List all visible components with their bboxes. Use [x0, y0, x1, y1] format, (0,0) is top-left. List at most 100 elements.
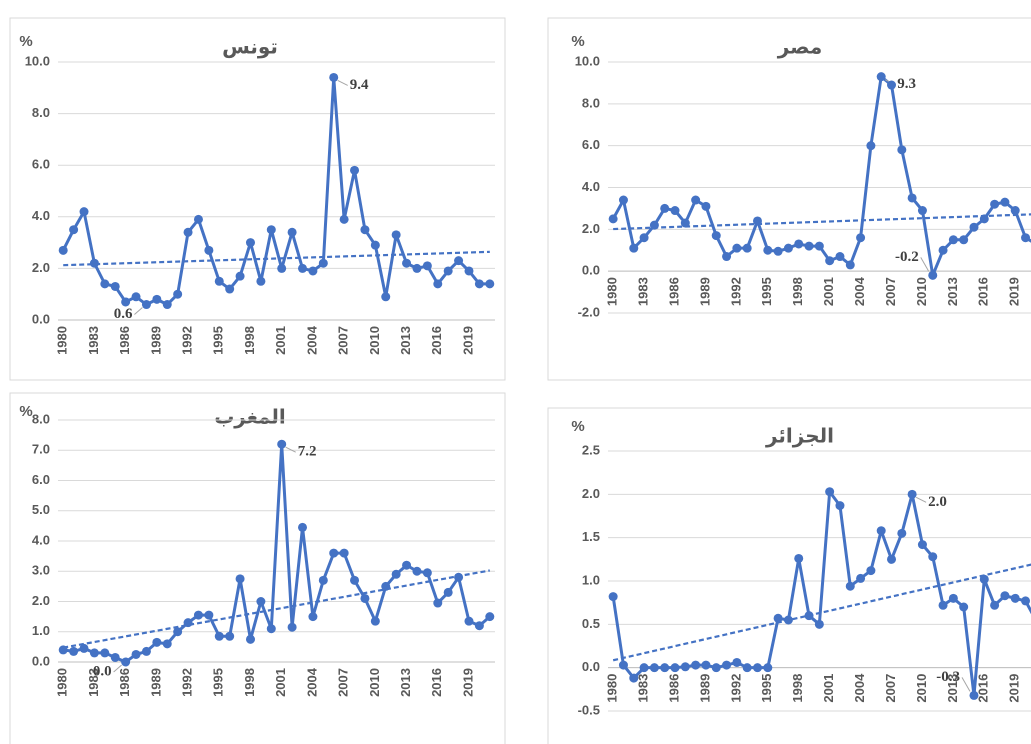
x-tick-label: 1986: [666, 674, 681, 703]
data-point: [763, 663, 773, 673]
data-point: [866, 566, 876, 576]
data-point: [245, 238, 255, 248]
data-point: [917, 206, 927, 216]
x-tick-label: 1995: [211, 326, 226, 355]
data-point: [391, 569, 401, 579]
data-point: [100, 279, 110, 289]
data-point: [670, 663, 680, 673]
y-tick-label: 2.0: [32, 260, 50, 275]
data-point: [79, 643, 89, 653]
data-point: [670, 206, 680, 216]
data-point: [752, 663, 762, 673]
data-point: [917, 540, 927, 550]
x-tick-label: 2010: [367, 668, 382, 697]
data-point: [110, 652, 120, 662]
trendline: [63, 569, 490, 649]
panel: [9, 392, 506, 744]
data-point: [794, 553, 804, 563]
data-point: [742, 243, 752, 253]
data-point: [173, 627, 183, 637]
data-point: [339, 548, 349, 558]
y-tick-label: 1.0: [582, 572, 600, 587]
panel: [547, 407, 1031, 744]
x-tick-label: 1989: [697, 674, 712, 703]
leader-line: [920, 257, 930, 272]
y-tick-label: 4.0: [32, 532, 50, 547]
data-point: [308, 266, 318, 276]
data-point: [1021, 596, 1031, 606]
x-tick-label: 1986: [117, 326, 132, 355]
y-tick-label: 0.0: [32, 653, 50, 668]
chart-title: مصر: [777, 35, 823, 59]
x-tick-label: 1989: [148, 326, 163, 355]
data-point: [876, 526, 886, 536]
data-point: [845, 260, 855, 270]
data-point: [485, 279, 495, 289]
data-point: [69, 646, 79, 656]
data-point: [1000, 591, 1010, 601]
data-point: [162, 300, 172, 310]
data-point: [1010, 206, 1020, 216]
data-point: [256, 597, 266, 606]
x-tick-label: 2010: [914, 277, 929, 306]
data-point: [959, 602, 969, 612]
y-tick-label: 0.0: [582, 659, 600, 674]
y-tick-label: 4.0: [32, 208, 50, 223]
data-point: [691, 195, 701, 205]
data-point: [763, 245, 773, 255]
data-point: [235, 574, 245, 584]
x-tick-label: 1989: [697, 277, 712, 306]
data-point: [350, 165, 360, 175]
data-point: [680, 662, 690, 672]
data-point: [887, 554, 897, 564]
x-tick-label: 2007: [336, 326, 351, 355]
data-point: [979, 574, 989, 584]
x-tick-label: 1998: [790, 277, 805, 306]
data-point: [979, 214, 989, 224]
x-tick-label: 1998: [242, 668, 257, 697]
y-tick-label: 10.0: [575, 53, 600, 68]
data-point: [969, 222, 979, 232]
data-line: [62, 442, 491, 664]
y-tick-label: 8.0: [32, 105, 50, 120]
leader-line: [113, 664, 122, 673]
y-tick-label: 7.0: [32, 442, 50, 457]
x-tick-label: 2004: [304, 667, 319, 697]
x-tick-label: 1980: [55, 326, 70, 355]
data-point: [948, 593, 958, 603]
data-point: [887, 80, 897, 90]
y-tick-label: 2.5: [582, 442, 600, 457]
data-point: [443, 266, 453, 276]
y-tick-label: 2.0: [32, 593, 50, 608]
y-tick-label: 8.0: [582, 95, 600, 110]
data-point: [245, 634, 255, 644]
x-tick-label: 1983: [86, 668, 101, 697]
data-point: [402, 560, 412, 570]
data-point: [89, 258, 99, 268]
data-point: [121, 297, 131, 307]
data-label: 7.2: [298, 444, 317, 460]
x-tick-label: 2016: [429, 326, 444, 355]
x-tick-label: 1992: [728, 674, 743, 703]
x-tick-label: 2019: [1007, 277, 1022, 306]
data-point: [742, 663, 752, 673]
data-point: [329, 72, 339, 82]
y-tick-label: 0.0: [32, 311, 50, 326]
data-point: [897, 528, 907, 538]
y-axis-label: %: [571, 33, 584, 50]
data-point: [277, 263, 287, 273]
data-point: [845, 581, 855, 591]
data-point: [131, 649, 141, 659]
data-point: [969, 690, 979, 700]
data-point: [381, 581, 391, 591]
data-point: [152, 294, 162, 304]
x-tick-label: 2001: [821, 674, 836, 703]
leader-line: [134, 307, 143, 315]
x-tick-label: 1998: [790, 674, 805, 703]
y-tick-label: 2.0: [582, 486, 600, 501]
data-point: [287, 227, 297, 237]
y-axis-label: %: [19, 33, 32, 50]
data-point: [464, 616, 474, 626]
data-point: [938, 600, 948, 610]
